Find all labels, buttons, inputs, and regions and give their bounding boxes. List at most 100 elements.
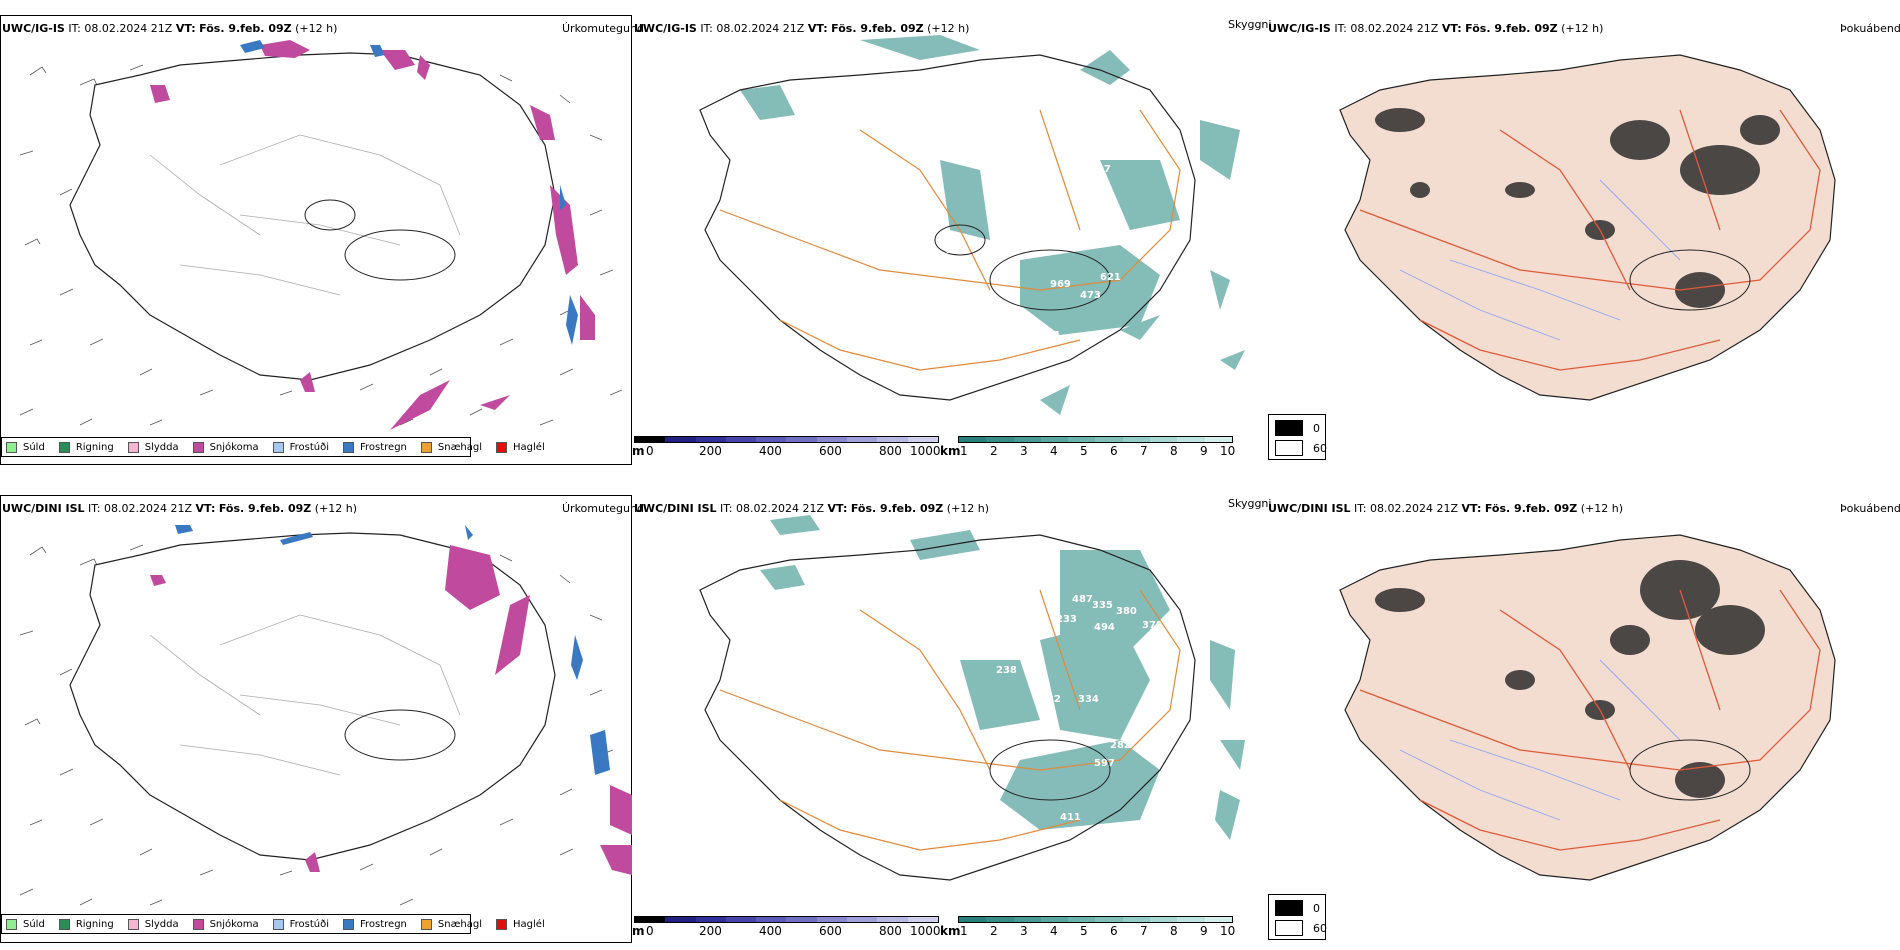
- cloud-map-2: 487 335 380 233 494 371 238 122 334 127 …: [699, 515, 1245, 881]
- roads-fog-2: [1359, 589, 1821, 851]
- low-visibility-areas-2: [760, 515, 1245, 840]
- height-tick: 600: [819, 444, 842, 458]
- number-label: 334: [1078, 694, 1099, 705]
- visibility-tick: 6: [1110, 444, 1118, 458]
- number-label: 131: [784, 84, 805, 95]
- panel-header-cloud-2: UWC/DINI ISL IT: 08.02.2024 21Z VT: Fös.…: [634, 502, 990, 515]
- precip-map-2: [19, 525, 632, 906]
- cloud-height-numbers-1: 131 214 247 969 621 473 107 241 282: [784, 84, 1121, 393]
- number-label: 282: [1110, 740, 1131, 751]
- number-label: 597: [1094, 758, 1115, 769]
- number-label: 411: [1060, 812, 1081, 823]
- height-colorbar-strip: [634, 436, 939, 443]
- visibility-tick: 8: [1170, 444, 1178, 458]
- roads-fog-1: [1359, 109, 1821, 371]
- panel-header-fog-1: UWC/IG-IS IT: 08.02.2024 21Z VT: Fös. 9.…: [1268, 22, 1604, 35]
- legend-swatch: [58, 441, 70, 453]
- height-unit: m: [632, 444, 645, 458]
- number-label: 233: [1056, 614, 1077, 625]
- legend-item: Frostregn: [343, 441, 407, 453]
- iceland-outline-cloud-2: [699, 534, 1196, 881]
- freezing-rain-areas-1: [240, 40, 578, 345]
- wind-barbs-2: [19, 544, 614, 906]
- legend-swatch: [192, 441, 204, 453]
- cloud-map-1: 131 214 247 969 621 473 107 241 282: [699, 35, 1245, 415]
- visibility-colorbar-strip: [958, 436, 1233, 443]
- visibility-tick: 9: [1200, 444, 1208, 458]
- roads-2: [719, 589, 1181, 851]
- legend-swatch: [127, 441, 139, 453]
- precip-legend-2: Súld Rigning Slydda Snjókoma Frostúði Fr…: [1, 914, 545, 934]
- number-label: 473: [1080, 290, 1101, 301]
- legend-item: Súld: [6, 441, 45, 453]
- visibility-tick: 2: [990, 444, 998, 458]
- low-visibility-areas-1: [740, 35, 1245, 415]
- height-tick: 200: [699, 444, 722, 458]
- fog-title-1: Þokuábendi: [1840, 22, 1900, 35]
- freezing-rain-areas-2: [175, 525, 610, 775]
- visibility-unit: km: [940, 444, 961, 458]
- visibility-tick: 3: [1020, 444, 1028, 458]
- height-tick: 1000: [910, 444, 941, 458]
- precip-title-1: Úrkomutegund: [562, 22, 644, 35]
- height-colorbar-1: m 0 200 400 600 800 1000: [632, 436, 941, 460]
- panel-header-precip-1: UWC/IG-IS IT: 08.02.2024 21Z VT: Fös. 9.…: [2, 22, 337, 35]
- visibility-tick: 4: [1050, 444, 1058, 458]
- number-label: 335: [1092, 600, 1113, 611]
- visibility-tick: 5: [1080, 444, 1088, 458]
- number-label: 621: [1100, 272, 1121, 283]
- visibility-colorbar-2: km 1 2 3 4 5 6 7 8 9 10: [940, 916, 1235, 940]
- visibility-tick: 1: [960, 444, 968, 458]
- number-label: 214: [996, 188, 1017, 199]
- number-label: 107: [1090, 164, 1111, 175]
- panel-header-cloud-1: UWC/IG-IS IT: 08.02.2024 21Z VT: Fös. 9.…: [634, 22, 970, 35]
- vt-value: Fös. 9.feb. 09Z: [199, 22, 292, 35]
- legend-item: Snjókoma: [192, 441, 259, 453]
- lead-time: (+12 h): [295, 22, 338, 35]
- number-label: 238: [996, 665, 1017, 676]
- legend-item: Frostúði: [272, 441, 329, 453]
- height-colorbar-2: m 0 200 400 600 800 1000: [632, 916, 941, 940]
- precip-legend-1: Súld Rigning Slydda Snjókoma Frostúði Fr…: [1, 437, 545, 457]
- legend-item: Snæhagl: [420, 441, 482, 453]
- legend-swatch: [272, 441, 284, 453]
- visibility-tick: 7: [1140, 444, 1148, 458]
- rivers-fog-2: [1399, 659, 1681, 821]
- number-label: 380: [1116, 606, 1137, 617]
- cloud-title-2: Skyggni: [1228, 497, 1272, 510]
- fog-map-2: [1339, 534, 1836, 881]
- number-label: 241: [1040, 330, 1061, 341]
- legend-item: Haglél: [496, 441, 545, 453]
- fog-title-2: Þokuábendi: [1840, 502, 1900, 515]
- snow-areas-2: [150, 545, 632, 875]
- number-label: 371: [1142, 620, 1163, 631]
- fog-legend-2: 0 60: [1268, 894, 1327, 940]
- height-tick: 800: [879, 444, 902, 458]
- iceland-outline-cloud-1: [699, 54, 1196, 401]
- visibility-colorbar-1: km 1 2 3 4 5 6 7 8 9 10: [940, 436, 1236, 460]
- panel-header-fog-2: UWC/DINI ISL IT: 08.02.2024 21Z VT: Fös.…: [1268, 502, 1624, 515]
- precip-title-2: Úrkomutegund: [562, 502, 644, 515]
- visibility-tick: 10: [1220, 444, 1236, 458]
- height-tick: 400: [759, 444, 782, 458]
- rivers-fog-1: [1399, 179, 1681, 341]
- legend-swatch: [6, 441, 17, 453]
- model-name: UWC/IG-IS: [2, 22, 65, 35]
- precip-panel-frame-2: [0, 495, 632, 943]
- number-label: 127: [940, 724, 961, 735]
- legend-swatch: [343, 441, 354, 453]
- fog-legend-1: 0 60: [1268, 414, 1327, 460]
- number-label: 282: [935, 382, 956, 393]
- wind-barbs: [19, 64, 623, 426]
- fog-swatch-60: [1275, 440, 1303, 456]
- legend-swatch: [420, 441, 432, 453]
- number-label: 122: [1040, 694, 1061, 705]
- fog-map-1: [1339, 54, 1836, 401]
- panel-header-precip-2: UWC/DINI ISL IT: 08.02.2024 21Z VT: Fös.…: [2, 502, 358, 515]
- iceland-outline-2: [69, 532, 556, 861]
- it-value: 08.02.2024 21Z: [84, 22, 173, 35]
- cloud-height-numbers-2: 487 335 380 233 494 371 238 122 334 127 …: [940, 594, 1163, 823]
- height-tick: 0: [646, 444, 654, 458]
- fog-dark-areas-1: [1375, 108, 1780, 308]
- number-label: 494: [1094, 622, 1115, 633]
